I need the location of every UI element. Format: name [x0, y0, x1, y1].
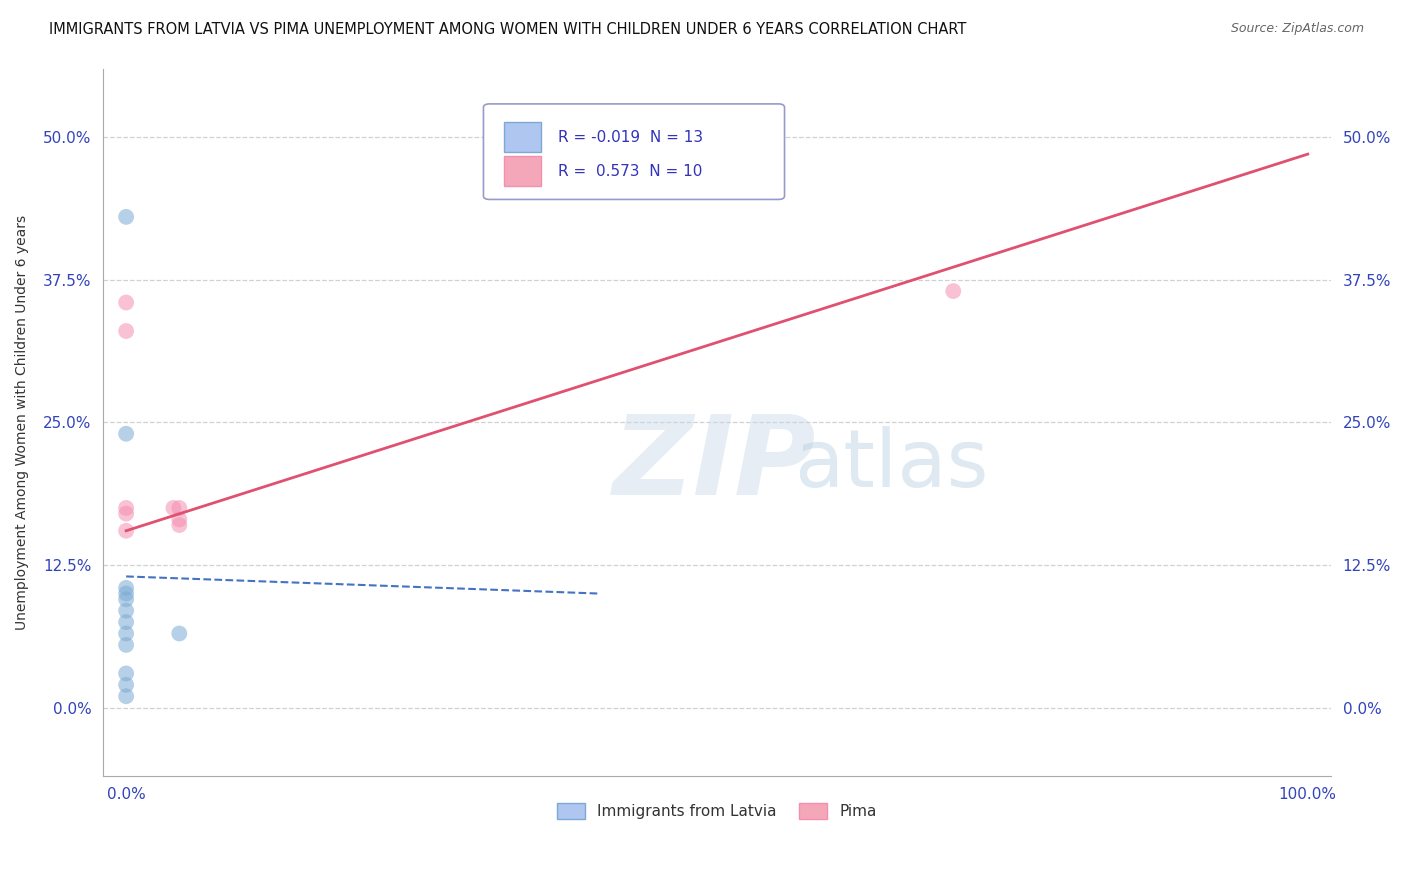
Text: Source: ZipAtlas.com: Source: ZipAtlas.com	[1230, 22, 1364, 36]
Legend: Immigrants from Latvia, Pima: Immigrants from Latvia, Pima	[551, 797, 883, 825]
Point	[115, 615, 138, 629]
Text: R =  0.573  N = 10: R = 0.573 N = 10	[558, 163, 703, 178]
Point	[162, 500, 184, 515]
Point	[115, 604, 138, 618]
Point	[115, 586, 138, 600]
Point	[115, 295, 138, 310]
Point	[115, 507, 138, 521]
Point	[115, 638, 138, 652]
Text: R = -0.019  N = 13: R = -0.019 N = 13	[558, 129, 703, 145]
Text: IMMIGRANTS FROM LATVIA VS PIMA UNEMPLOYMENT AMONG WOMEN WITH CHILDREN UNDER 6 YE: IMMIGRANTS FROM LATVIA VS PIMA UNEMPLOYM…	[49, 22, 966, 37]
Point	[115, 592, 138, 607]
Point	[115, 324, 138, 338]
Point	[115, 626, 138, 640]
Text: ZIP: ZIP	[613, 411, 815, 518]
FancyBboxPatch shape	[484, 103, 785, 200]
Point	[115, 426, 138, 441]
Point	[115, 666, 138, 681]
Point	[169, 500, 191, 515]
Point	[169, 512, 191, 526]
Point	[115, 524, 138, 538]
Point	[115, 678, 138, 692]
Point	[115, 690, 138, 704]
FancyBboxPatch shape	[505, 122, 541, 152]
Point	[942, 284, 965, 298]
Point	[169, 626, 191, 640]
Point	[115, 581, 138, 595]
Y-axis label: Unemployment Among Women with Children Under 6 years: Unemployment Among Women with Children U…	[15, 215, 30, 630]
Point	[115, 210, 138, 224]
FancyBboxPatch shape	[505, 156, 541, 186]
Text: atlas: atlas	[794, 425, 988, 504]
Point	[115, 500, 138, 515]
Point	[169, 518, 191, 533]
